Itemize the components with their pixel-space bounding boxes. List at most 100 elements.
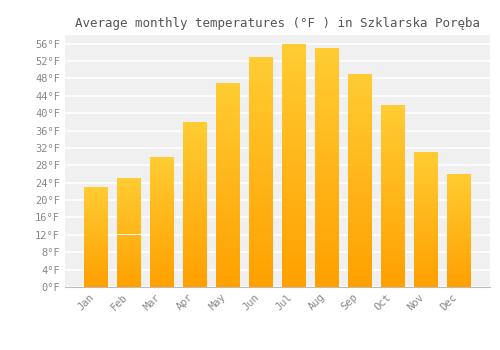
Bar — [315, 251, 339, 255]
Bar — [249, 252, 273, 256]
Bar — [150, 165, 174, 168]
Bar — [348, 188, 372, 191]
Bar — [282, 214, 306, 218]
Bar — [348, 99, 372, 103]
Bar — [118, 180, 141, 182]
Bar — [118, 209, 141, 211]
Bar — [249, 114, 273, 118]
Bar — [216, 202, 240, 205]
Bar — [348, 266, 372, 269]
Bar — [118, 198, 141, 200]
Bar — [315, 88, 339, 92]
Bar — [282, 157, 306, 161]
Bar — [183, 265, 207, 268]
Bar — [315, 132, 339, 136]
Bar — [216, 239, 240, 243]
Bar — [216, 209, 240, 212]
Bar — [348, 212, 372, 216]
Bar — [381, 238, 404, 242]
Bar — [84, 260, 108, 262]
Bar — [348, 191, 372, 195]
Bar — [216, 141, 240, 144]
Bar — [84, 239, 108, 240]
Bar — [348, 159, 372, 163]
Bar — [216, 154, 240, 158]
Bar — [282, 92, 306, 96]
Bar — [315, 183, 339, 188]
Bar — [84, 210, 108, 212]
Bar — [118, 227, 141, 229]
Bar — [348, 120, 372, 124]
Bar — [118, 265, 141, 267]
Bar — [282, 279, 306, 283]
Bar — [282, 230, 306, 234]
Bar — [118, 184, 141, 186]
Bar — [249, 275, 273, 279]
Bar — [84, 267, 108, 269]
Bar — [183, 138, 207, 141]
Bar — [118, 280, 141, 281]
Bar — [381, 284, 404, 287]
Bar — [381, 226, 404, 229]
Bar — [150, 222, 174, 224]
Bar — [118, 193, 141, 195]
Bar — [447, 283, 470, 285]
Bar — [348, 184, 372, 188]
Bar — [118, 276, 141, 278]
Bar — [348, 237, 372, 241]
Bar — [381, 187, 404, 190]
Bar — [447, 223, 470, 225]
Bar — [447, 274, 470, 276]
Bar — [282, 251, 306, 254]
Bar — [348, 223, 372, 227]
Bar — [249, 91, 273, 95]
Bar — [150, 246, 174, 248]
Bar — [315, 163, 339, 168]
Bar — [315, 172, 339, 175]
Bar — [447, 270, 470, 272]
Bar — [249, 260, 273, 264]
Bar — [183, 284, 207, 287]
Bar — [216, 137, 240, 141]
Bar — [315, 128, 339, 132]
Bar — [447, 232, 470, 234]
Bar — [282, 96, 306, 100]
Bar — [414, 265, 438, 267]
Bar — [118, 218, 141, 220]
Bar — [381, 235, 404, 238]
Bar — [447, 176, 470, 178]
Bar — [183, 254, 207, 257]
Bar — [381, 278, 404, 281]
Bar — [315, 104, 339, 108]
Bar — [315, 160, 339, 163]
Bar — [150, 220, 174, 222]
Bar — [118, 238, 141, 240]
Bar — [118, 269, 141, 271]
Bar — [183, 246, 207, 248]
Bar — [249, 176, 273, 180]
Bar — [414, 188, 438, 190]
Bar — [118, 234, 141, 236]
Bar — [381, 172, 404, 174]
Bar — [150, 278, 174, 280]
Bar — [118, 256, 141, 258]
Bar — [414, 217, 438, 220]
Bar — [282, 117, 306, 121]
Bar — [84, 272, 108, 274]
Bar — [249, 156, 273, 160]
Bar — [447, 231, 470, 232]
Bar — [216, 83, 240, 86]
Bar — [447, 182, 470, 183]
Bar — [414, 253, 438, 256]
Bar — [447, 278, 470, 279]
Bar — [282, 145, 306, 149]
Bar — [118, 220, 141, 222]
Bar — [249, 248, 273, 252]
Bar — [150, 159, 174, 161]
Bar — [150, 211, 174, 213]
Bar — [84, 225, 108, 227]
Bar — [150, 252, 174, 254]
Bar — [447, 257, 470, 259]
Bar — [249, 272, 273, 275]
Bar — [183, 218, 207, 221]
